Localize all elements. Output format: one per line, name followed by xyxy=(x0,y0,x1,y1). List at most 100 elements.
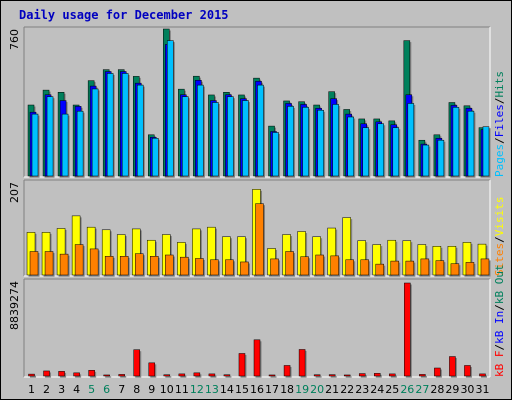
pages-bar-5 xyxy=(91,88,99,177)
kb-bar-20 xyxy=(313,374,321,377)
pages-bar-31 xyxy=(482,126,490,177)
pages-bar-11 xyxy=(182,96,189,177)
sites-bar-7 xyxy=(119,256,129,276)
pages-bar-15 xyxy=(242,100,249,177)
sites-bar-23 xyxy=(360,259,369,276)
legend-kbytes-part-2: kB In xyxy=(493,311,506,344)
kb-bar-30 xyxy=(464,365,471,377)
legend-pages-files-hits-part-3: / xyxy=(493,98,506,105)
legend-visits-sites-part-1: / xyxy=(493,236,506,243)
sites-bar-6 xyxy=(104,256,114,276)
kb-bar-7-shadow xyxy=(120,375,127,378)
pages-bar-17 xyxy=(272,132,279,177)
sites-bar-1 xyxy=(29,251,39,276)
kb-bar-23-shadow xyxy=(360,375,367,378)
kb-bar-26 xyxy=(404,282,411,377)
kb-bar-16 xyxy=(253,339,261,377)
pages-bar-20 xyxy=(317,109,324,177)
chart-title: Daily usage for December 2015 xyxy=(19,8,229,22)
labels: 1 2 3 4 5 6 7 8 9 10 11 12 13 14 15 16 17 18 19 20 21 22 23 24 2… xyxy=(8,29,506,396)
kb-bar-4 xyxy=(73,372,80,377)
day-label-8: 8 xyxy=(133,383,140,396)
kb-bar-2 xyxy=(43,370,50,377)
sites-bar-3 xyxy=(59,253,69,276)
kb-bar-31-shadow xyxy=(480,375,487,378)
sites-bar-29 xyxy=(450,263,460,276)
pages-bar-9 xyxy=(152,138,159,177)
pages-bar-6 xyxy=(106,73,114,177)
pages-bar-4 xyxy=(76,110,84,177)
day-label-30: 30 xyxy=(460,383,474,396)
legend-kbytes: kB F/kB In/kB Out xyxy=(493,264,506,377)
kb-bar-18 xyxy=(283,365,291,377)
kb-bar-25-shadow xyxy=(390,375,397,378)
sites-bar-31 xyxy=(480,258,490,276)
day-label-1: 1 xyxy=(28,383,35,396)
kb-bar-14 xyxy=(223,374,231,377)
kb-bar-5 xyxy=(88,370,95,377)
bars xyxy=(26,28,491,378)
kb-bar-8 xyxy=(133,349,140,377)
legend-pages-files-hits: Pages/Files/Hits xyxy=(493,71,506,177)
scale-label-panel-3: 8839274 xyxy=(8,281,21,330)
kb-bar-1-shadow xyxy=(30,375,37,378)
legend-kbytes-part-0: kB F xyxy=(493,351,506,378)
kb-bar-28 xyxy=(434,367,441,377)
day-label-27: 27 xyxy=(415,383,429,396)
pages-bar-29 xyxy=(452,107,460,177)
pages-bar-3 xyxy=(61,113,69,177)
pages-bar-23 xyxy=(362,127,369,177)
kb-bar-11 xyxy=(178,373,186,377)
kb-bar-22-shadow xyxy=(345,376,352,378)
kb-bar-11-shadow xyxy=(180,375,187,378)
sites-bar-19 xyxy=(300,256,309,276)
pages-bar-25 xyxy=(392,127,400,177)
sites-bar-14 xyxy=(225,259,234,276)
pages-bar-16 xyxy=(257,84,264,177)
sites-bar-28 xyxy=(435,260,445,276)
day-label-23: 23 xyxy=(355,383,369,396)
pages-bar-19 xyxy=(302,107,309,177)
sites-bar-16 xyxy=(255,203,264,276)
kb-bar-22 xyxy=(343,374,351,377)
kb-bar-24 xyxy=(374,373,381,377)
day-label-12: 12 xyxy=(190,383,204,396)
sites-bar-2 xyxy=(44,251,54,276)
kb-bar-9 xyxy=(148,362,156,377)
legend-visits-sites-part-0: Sites xyxy=(493,243,506,276)
day-label-15: 15 xyxy=(235,383,249,396)
day-label-9: 9 xyxy=(148,383,155,396)
legend-visits-sites: Sites/Visits xyxy=(493,197,506,277)
kb-bar-15 xyxy=(238,353,246,377)
kb-bar-6-shadow xyxy=(105,376,112,378)
kb-bar-13-shadow xyxy=(210,375,217,378)
pages-bar-21 xyxy=(332,104,339,177)
pages-bar-14 xyxy=(227,96,234,177)
sites-bar-22 xyxy=(345,259,354,276)
day-label-17: 17 xyxy=(265,383,279,396)
kb-bar-23 xyxy=(358,373,366,377)
day-label-29: 29 xyxy=(445,383,459,396)
sites-bar-24 xyxy=(375,263,385,276)
sites-bar-5 xyxy=(89,248,99,276)
pages-bar-12 xyxy=(197,84,204,177)
sites-bar-11 xyxy=(180,256,189,276)
day-label-11: 11 xyxy=(175,383,189,396)
day-label-31: 31 xyxy=(475,383,489,396)
kb-bar-27 xyxy=(419,374,426,377)
pages-bar-24 xyxy=(377,123,385,177)
pages-bar-26 xyxy=(407,103,415,177)
pages-bar-1 xyxy=(31,113,39,177)
kb-bar-20-shadow xyxy=(315,376,322,378)
kb-bar-21-shadow xyxy=(330,376,337,378)
kb-bar-25 xyxy=(389,373,396,377)
pages-bar-22 xyxy=(347,116,354,177)
pages-bar-8 xyxy=(136,84,144,177)
legend-kbytes-part-1: / xyxy=(493,344,506,351)
day-label-28: 28 xyxy=(430,383,444,396)
kb-bar-13 xyxy=(208,373,216,377)
kb-bar-6 xyxy=(103,374,110,377)
kb-bar-31 xyxy=(479,373,486,377)
legend-kbytes-part-3: / xyxy=(493,304,506,311)
legend-pages-files-hits-part-1: / xyxy=(493,137,506,144)
